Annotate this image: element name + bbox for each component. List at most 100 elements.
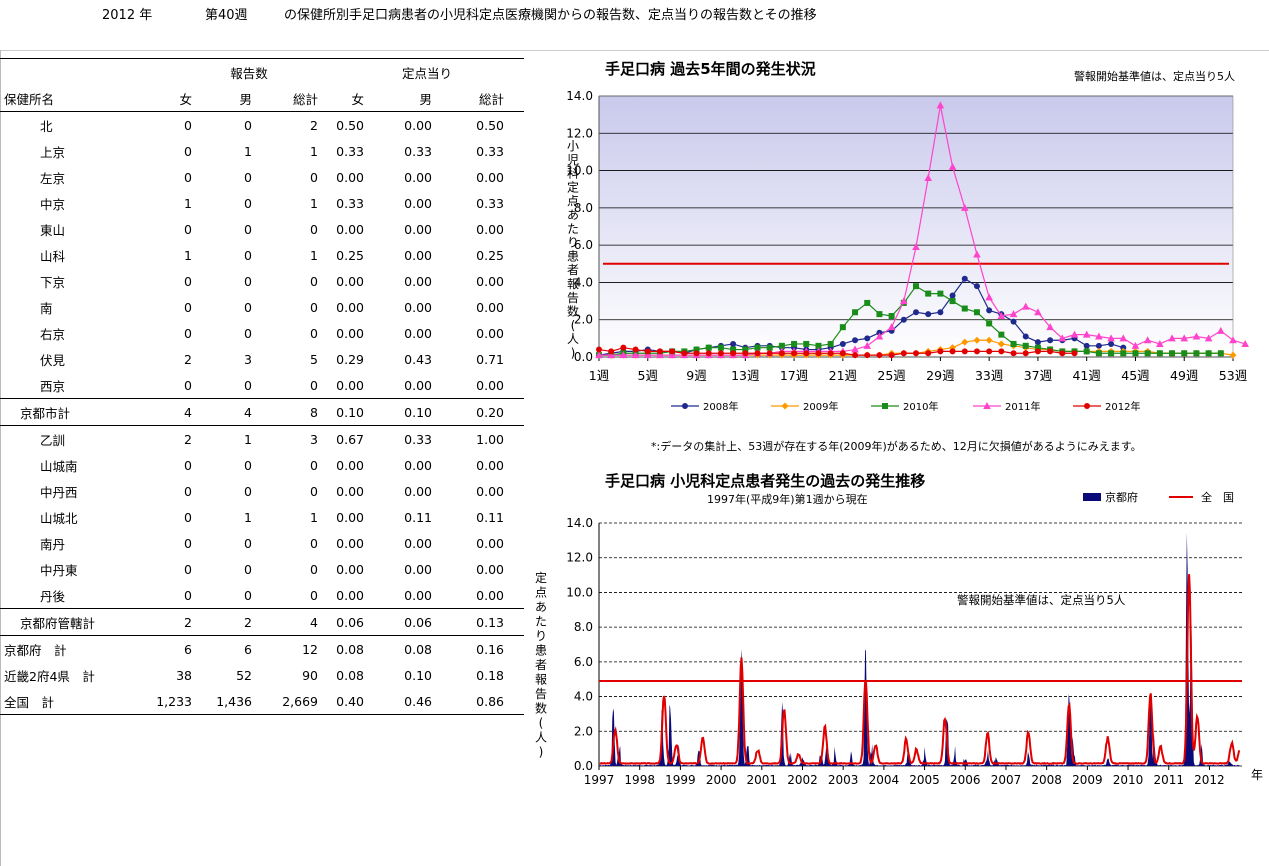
table-cell: 0.33 — [476, 195, 504, 211]
table-cell: 4 — [212, 398, 272, 426]
y-axis-label-char: り — [535, 629, 547, 643]
data-point — [1046, 323, 1054, 331]
data-point — [730, 346, 737, 353]
table-cell: 0 — [310, 457, 318, 473]
data-point — [876, 311, 883, 318]
data-point — [852, 309, 859, 316]
data-point — [888, 352, 895, 359]
data-point — [912, 243, 920, 251]
table-cell: 0.50 — [476, 117, 504, 133]
y-tick-label: 2.0 — [574, 313, 593, 327]
data-point — [986, 307, 993, 314]
data-point — [717, 344, 724, 351]
data-point — [986, 320, 993, 327]
y-tick-label: 2.0 — [574, 724, 593, 738]
legend-label: 2011年 — [1005, 400, 1040, 413]
table-cell: 0.10 — [330, 398, 392, 426]
health-center-name: 山城北 — [40, 510, 78, 526]
data-point — [973, 283, 980, 290]
data-point — [839, 350, 846, 357]
data-point — [1169, 350, 1176, 357]
data-point — [1144, 350, 1151, 357]
chart2-title: 手足口病 小児科定点患者発生の過去の発生推移 — [605, 472, 925, 490]
data-point — [876, 352, 883, 359]
table-cell: 0.00 — [476, 457, 504, 473]
chart1-gridlines — [598, 95, 1234, 358]
health-center-name: 下京 — [40, 274, 66, 290]
legend-label: 2009年 — [803, 400, 838, 413]
health-center-name: 乙訓 — [0, 425, 148, 452]
y-axis-label-char: 点 — [535, 586, 547, 600]
x-tick-label: 2004 — [869, 773, 900, 787]
table-cell: 0 — [184, 273, 192, 289]
table-cell: 0 — [184, 169, 192, 185]
data-point — [766, 350, 773, 357]
table-cell: 0 — [244, 325, 252, 341]
data-point — [643, 351, 652, 359]
data-point — [620, 344, 627, 351]
table-cell: 0 — [184, 535, 192, 551]
table-cell: 0 — [310, 169, 318, 185]
y-axis-label-char: 科 — [567, 167, 579, 181]
y-tick-label: 10.0 — [566, 585, 593, 599]
data-point — [1180, 334, 1189, 342]
data-point — [1083, 342, 1090, 349]
y-tick-label: 12.0 — [566, 126, 593, 140]
column-header-male-rate: 男 — [392, 85, 454, 112]
data-point — [948, 162, 957, 170]
table-cell: 0.71 — [476, 351, 504, 367]
legend-label: 2012年 — [1105, 400, 1140, 413]
column-header-name: 保健所名 — [0, 85, 148, 112]
y-axis-label-char: ( — [571, 318, 576, 332]
x-tick-label: 13週 — [731, 368, 760, 383]
table-cell: 0.00 — [336, 221, 364, 237]
table-cell: 0.00 — [404, 299, 432, 315]
table-row: 中丹東 0 0 0 0.00 0.00 0.00 — [0, 556, 524, 582]
table-cell: 6 — [148, 635, 212, 662]
table-cell: 1 — [310, 195, 318, 211]
column-header-female-count: 女 — [148, 85, 212, 112]
y-tick-label: 6.0 — [574, 238, 593, 252]
chart2-x-ticks: 1997 1998 1999 2000 2001 2002 2003 2004 2005 2006… — [584, 766, 1225, 787]
table-cell: 0.00 — [476, 221, 504, 237]
table-cell: 0 — [244, 377, 252, 393]
data-point — [961, 305, 968, 312]
table-row: 北 0 0 2 0.50 0.00 0.50 — [0, 112, 524, 139]
data-point — [973, 336, 981, 344]
table-cell: 0 — [310, 325, 318, 341]
x-tick-label: 2000 — [706, 773, 737, 787]
table-cell: 0.25 — [336, 247, 364, 263]
table-cell: 1 — [184, 247, 192, 263]
data-point — [656, 351, 664, 359]
table-cell: 0.00 — [476, 299, 504, 315]
table-cell: 1 — [244, 509, 252, 525]
data-point — [997, 311, 1006, 319]
table-row: 南 0 0 0 0.00 0.00 0.00 — [0, 294, 524, 320]
y-axis-label-char: 定 — [567, 179, 579, 194]
data-point — [827, 350, 834, 357]
legend-item: 2009年 — [771, 400, 838, 413]
y-axis-label-char: 数 — [567, 304, 579, 319]
table-cell: 1,436 — [212, 688, 272, 715]
long-term-trend-chart: 手足口病 小児科定点患者発生の過去の発生推移 1997年(平成9年)第1週から現… — [535, 472, 1263, 787]
y-axis-label-char: り — [567, 236, 579, 250]
y-axis-label-char: 報 — [567, 277, 579, 291]
data-point — [913, 309, 919, 316]
table-cell: 0 — [184, 587, 192, 603]
data-point — [1241, 339, 1249, 347]
data-point — [681, 350, 688, 357]
data-point — [1156, 339, 1164, 347]
table-cell: 0.00 — [336, 377, 364, 393]
data-point — [1034, 344, 1041, 351]
table-row: 上京 0 1 1 0.33 0.33 0.33 — [0, 138, 524, 164]
data-point — [875, 332, 884, 340]
table-cell: 4 — [148, 398, 212, 426]
table-cell: 0 — [310, 299, 318, 315]
x-tick-label: 2005 — [909, 773, 940, 787]
x-tick-label: 2008 — [1031, 773, 1062, 787]
data-point — [839, 324, 846, 331]
column-header-male-count: 男 — [212, 85, 272, 112]
y-axis-label-char: 者 — [535, 658, 547, 672]
table-row: 下京 0 0 0 0.00 0.00 0.00 — [0, 268, 524, 294]
